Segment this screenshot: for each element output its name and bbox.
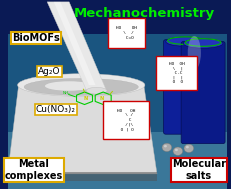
Ellipse shape (183, 39, 223, 48)
Ellipse shape (186, 146, 189, 148)
FancyBboxPatch shape (164, 40, 207, 134)
Ellipse shape (173, 147, 183, 155)
Text: HO   OH
  \ /
   C
  /|\
 O | O: HO OH \ / C /|\ O | O (117, 109, 135, 131)
Ellipse shape (184, 144, 194, 153)
Ellipse shape (166, 37, 205, 46)
Ellipse shape (45, 81, 93, 91)
Text: HO    OH
  \  /
   C=O: HO OH \ / C=O (116, 26, 137, 40)
FancyBboxPatch shape (181, 42, 225, 144)
FancyBboxPatch shape (108, 18, 145, 48)
FancyBboxPatch shape (8, 132, 227, 189)
Ellipse shape (18, 74, 145, 96)
Text: N: N (100, 96, 104, 101)
Ellipse shape (175, 149, 178, 151)
Polygon shape (8, 85, 157, 174)
FancyBboxPatch shape (156, 56, 198, 90)
FancyBboxPatch shape (8, 172, 157, 181)
Text: Mechanochemistry: Mechanochemistry (73, 7, 214, 20)
Ellipse shape (164, 145, 167, 147)
Text: NH₂: NH₂ (63, 91, 70, 95)
Ellipse shape (188, 36, 201, 70)
Text: Cu(NO₃)₂: Cu(NO₃)₂ (36, 105, 76, 114)
Text: Molecular
salts: Molecular salts (172, 159, 226, 181)
FancyBboxPatch shape (8, 34, 227, 132)
Ellipse shape (86, 87, 107, 94)
Text: BioMOFs: BioMOFs (12, 33, 60, 43)
Text: N: N (83, 96, 88, 101)
Text: HO  OH
 \  |
 C-C
 |  |
 O  O: HO OH \ | C-C | | O O (169, 62, 185, 84)
Text: Ag₂O: Ag₂O (38, 67, 61, 76)
Polygon shape (54, 2, 95, 85)
Text: Metal
complexes: Metal complexes (5, 159, 63, 181)
Ellipse shape (24, 78, 138, 95)
Ellipse shape (162, 143, 172, 152)
FancyBboxPatch shape (103, 101, 149, 139)
FancyBboxPatch shape (8, 0, 227, 34)
Polygon shape (47, 2, 106, 91)
